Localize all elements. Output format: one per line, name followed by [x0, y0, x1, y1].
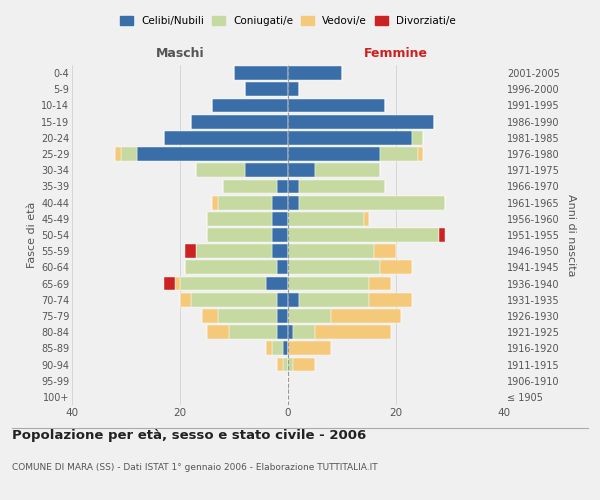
- Bar: [266, 342, 272, 355]
- Bar: [364, 212, 369, 226]
- Legend: Celibi/Nubili, Coniugati/e, Vedovi/e, Divorziati/e: Celibi/Nubili, Coniugati/e, Vedovi/e, Di…: [120, 16, 456, 26]
- Bar: [218, 196, 272, 209]
- Text: Maschi: Maschi: [155, 47, 205, 60]
- Y-axis label: Anni di nascita: Anni di nascita: [566, 194, 577, 276]
- Bar: [185, 260, 277, 274]
- Bar: [380, 260, 412, 274]
- Bar: [207, 326, 229, 339]
- Bar: [164, 131, 288, 144]
- Bar: [207, 228, 272, 242]
- Bar: [374, 244, 396, 258]
- Bar: [288, 147, 380, 161]
- Bar: [412, 131, 423, 144]
- Bar: [272, 342, 283, 355]
- Bar: [277, 180, 288, 194]
- Bar: [212, 196, 218, 209]
- Bar: [272, 228, 288, 242]
- Bar: [288, 342, 331, 355]
- Bar: [369, 276, 391, 290]
- Bar: [315, 164, 380, 177]
- Bar: [266, 276, 288, 290]
- Bar: [288, 212, 364, 226]
- Bar: [288, 293, 299, 306]
- Bar: [288, 260, 380, 274]
- Text: Popolazione per età, sesso e stato civile - 2006: Popolazione per età, sesso e stato civil…: [12, 430, 366, 442]
- Bar: [299, 180, 385, 194]
- Bar: [288, 196, 299, 209]
- Bar: [115, 147, 121, 161]
- Bar: [299, 196, 445, 209]
- Bar: [272, 196, 288, 209]
- Bar: [288, 244, 374, 258]
- Text: Femmine: Femmine: [364, 47, 428, 60]
- Bar: [283, 342, 288, 355]
- Bar: [277, 260, 288, 274]
- Bar: [272, 244, 288, 258]
- Bar: [137, 147, 288, 161]
- Bar: [277, 293, 288, 306]
- Bar: [288, 276, 369, 290]
- Bar: [299, 293, 369, 306]
- Bar: [180, 276, 266, 290]
- Bar: [245, 164, 288, 177]
- Bar: [288, 98, 385, 112]
- Bar: [277, 309, 288, 323]
- Bar: [191, 115, 288, 128]
- Bar: [185, 244, 196, 258]
- Bar: [277, 358, 283, 372]
- Bar: [121, 147, 137, 161]
- Bar: [380, 147, 418, 161]
- Bar: [288, 66, 342, 80]
- Bar: [369, 293, 412, 306]
- Bar: [288, 164, 315, 177]
- Bar: [293, 358, 315, 372]
- Bar: [180, 293, 191, 306]
- Bar: [288, 131, 412, 144]
- Bar: [202, 309, 218, 323]
- Bar: [293, 326, 315, 339]
- Bar: [218, 309, 277, 323]
- Bar: [245, 82, 288, 96]
- Bar: [288, 309, 331, 323]
- Bar: [196, 244, 272, 258]
- Bar: [288, 180, 299, 194]
- Bar: [229, 326, 277, 339]
- Bar: [234, 66, 288, 80]
- Bar: [315, 326, 391, 339]
- Bar: [288, 228, 439, 242]
- Bar: [283, 358, 288, 372]
- Bar: [288, 82, 299, 96]
- Text: COMUNE DI MARA (SS) - Dati ISTAT 1° gennaio 2006 - Elaborazione TUTTITALIA.IT: COMUNE DI MARA (SS) - Dati ISTAT 1° genn…: [12, 464, 377, 472]
- Bar: [277, 326, 288, 339]
- Bar: [223, 180, 277, 194]
- Bar: [196, 164, 245, 177]
- Bar: [288, 358, 293, 372]
- Bar: [288, 115, 434, 128]
- Bar: [272, 212, 288, 226]
- Bar: [331, 309, 401, 323]
- Bar: [175, 276, 180, 290]
- Bar: [191, 293, 277, 306]
- Bar: [288, 326, 293, 339]
- Bar: [164, 276, 175, 290]
- Bar: [439, 228, 445, 242]
- Bar: [418, 147, 423, 161]
- Y-axis label: Fasce di età: Fasce di età: [26, 202, 37, 268]
- Bar: [207, 212, 272, 226]
- Bar: [212, 98, 288, 112]
